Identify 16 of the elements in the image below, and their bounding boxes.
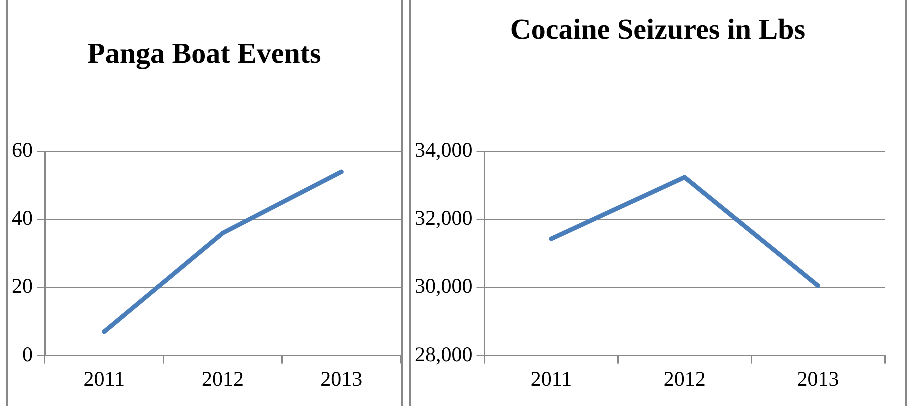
y-tick-label: 20: [12, 274, 33, 298]
x-tick-label: 2012: [664, 366, 706, 391]
y-tick-label: 30,000: [415, 274, 473, 298]
x-tick-label: 2013: [797, 366, 840, 391]
y-tick-label: 60: [12, 138, 33, 162]
y-tick-label: 40: [12, 206, 33, 230]
chart-title: Cocaine Seizures in Lbs: [509, 13, 807, 48]
y-tick-label: 32,000: [415, 206, 473, 230]
chart-title: Panga Boat Events: [86, 37, 322, 72]
x-tick-label: 2013: [320, 366, 363, 391]
x-tick-label: 2011: [84, 366, 125, 391]
y-tick-label: 0: [22, 342, 33, 366]
y-tick-label: 34,000: [415, 138, 473, 162]
y-tick-label: 28,000: [415, 342, 473, 366]
x-tick-label: 2012: [202, 366, 244, 391]
x-tick-label: 2011: [530, 366, 572, 391]
